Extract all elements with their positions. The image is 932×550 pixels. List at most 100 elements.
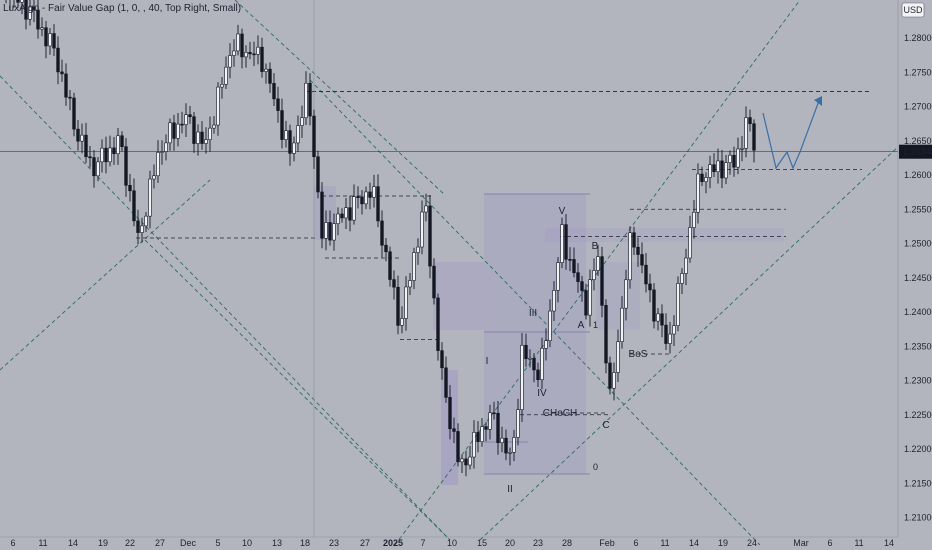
time-tick: 14 <box>689 538 699 548</box>
candle-down <box>752 123 756 151</box>
time-tick: 2025 <box>383 538 403 548</box>
candle-up <box>140 225 144 233</box>
price-tick: 1.24000 <box>904 307 932 317</box>
time-tick: 18 <box>300 538 310 548</box>
candle-up <box>284 130 288 140</box>
candle-down <box>348 207 352 221</box>
candle-down <box>328 222 332 241</box>
candle-up <box>612 372 616 389</box>
time-tick: Mar <box>793 538 809 548</box>
time-tick: Feb <box>599 538 615 548</box>
candle-up <box>304 82 308 119</box>
candle-down <box>636 246 640 255</box>
candle-up <box>740 148 744 150</box>
trend-line <box>309 79 761 546</box>
candle-down <box>392 279 396 288</box>
candle-down <box>660 313 664 326</box>
candle-up <box>48 33 52 47</box>
candle-down <box>448 397 452 430</box>
candle-down <box>316 156 320 193</box>
candle-up <box>688 227 692 259</box>
candle-up <box>236 33 240 52</box>
candle-down <box>180 123 184 126</box>
candle-up <box>716 160 720 173</box>
candle-down <box>356 196 360 198</box>
candle-up <box>724 162 728 179</box>
candle-down <box>580 281 584 291</box>
candle-up <box>516 409 520 438</box>
time-tick: 6 <box>827 538 832 548</box>
choch-label: CHoCH <box>543 408 577 419</box>
wave-label-3: III <box>529 308 537 319</box>
candle-up <box>116 135 120 155</box>
candle-down <box>200 131 204 144</box>
candle-down <box>380 220 384 246</box>
candle-down <box>92 157 96 177</box>
candle-up <box>540 348 544 381</box>
candle-down <box>536 369 540 381</box>
candle-down <box>268 68 272 84</box>
candle-up <box>512 437 516 453</box>
candle-down <box>308 82 312 117</box>
candle-up <box>548 310 552 341</box>
candle-up <box>224 66 228 85</box>
candle-down <box>652 289 656 322</box>
candle-up <box>668 333 672 344</box>
candle-down <box>88 156 92 159</box>
time-tick: 14 <box>68 538 78 548</box>
time-tick: 10 <box>447 538 457 548</box>
candle-up <box>592 270 596 280</box>
candle-down <box>492 412 496 415</box>
current-price-badge <box>899 144 932 159</box>
candle-down <box>464 458 468 466</box>
trend-line <box>144 239 451 541</box>
price-tick: 1.27000 <box>904 102 932 112</box>
candle-down <box>524 344 528 360</box>
point-label-a: A <box>578 320 585 331</box>
candle-up <box>20 0 24 3</box>
time-tick: 22 <box>125 538 135 548</box>
candle-up <box>152 175 156 180</box>
candle-up <box>616 341 620 373</box>
candle-up <box>164 142 168 152</box>
fib-mark: 1 <box>593 320 598 330</box>
wave-label-5: V <box>559 206 566 217</box>
candle-up <box>500 437 504 443</box>
time-tick: 6 <box>10 538 15 548</box>
candle-up <box>656 313 660 322</box>
candle-down <box>112 147 116 155</box>
time-tick: 15 <box>477 538 487 548</box>
candle-down <box>136 220 140 233</box>
candle-up <box>336 213 340 224</box>
time-tick: 11 <box>854 538 863 548</box>
candle-up <box>472 432 476 458</box>
candle-up <box>696 173 700 213</box>
time-tick: 13 <box>272 538 282 548</box>
candle-down <box>260 46 264 72</box>
time-tick: 7 <box>420 538 425 548</box>
candle-up <box>208 127 212 140</box>
candle-down <box>484 426 488 430</box>
candle-down <box>572 259 576 273</box>
candle-up <box>420 211 424 248</box>
candle-up <box>372 186 376 198</box>
candle-down <box>720 160 724 179</box>
candle-up <box>264 68 268 72</box>
candle-up <box>400 318 404 326</box>
time-tick: 23 <box>329 538 339 548</box>
candle-up <box>300 117 304 126</box>
time-tick: 24 <box>747 538 757 548</box>
candle-down <box>476 432 480 442</box>
candle-up <box>468 456 472 466</box>
currency-badge[interactable] <box>901 2 925 18</box>
candle-up <box>212 124 216 129</box>
candle-up <box>588 279 592 316</box>
candle-up <box>544 340 548 349</box>
candle-up <box>520 344 524 410</box>
candle-down <box>732 154 736 168</box>
candle-up <box>364 191 368 205</box>
candle-up <box>480 426 484 442</box>
candle-up <box>220 84 224 88</box>
